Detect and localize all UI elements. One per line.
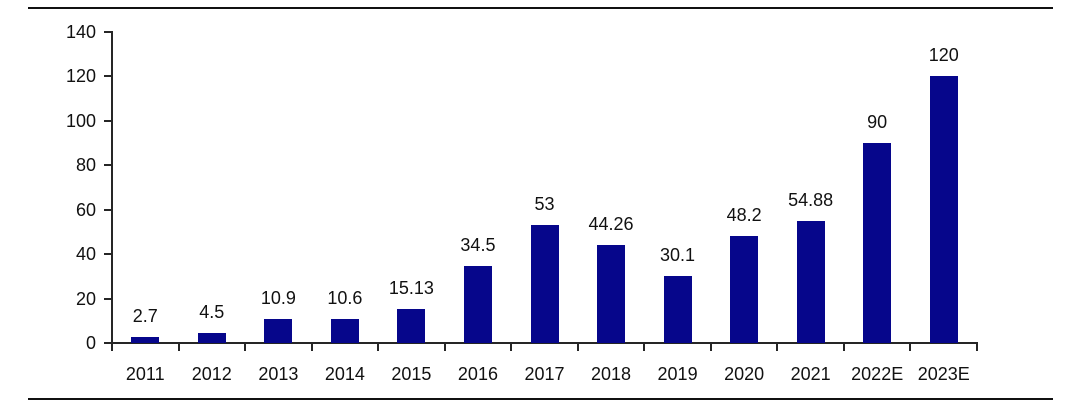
bar-value-label: 10.6: [327, 288, 363, 309]
bottom-divider: [28, 398, 1053, 400]
y-tick-mark: [104, 253, 112, 256]
bar-value-label: 4.5: [199, 302, 225, 322]
bar: [530, 225, 559, 343]
x-axis-category-label: 2013: [258, 364, 299, 384]
x-tick-mark: [976, 344, 978, 351]
x-tick-mark: [310, 344, 313, 351]
x-axis-category-label: 2020: [724, 364, 765, 384]
bar-value-label: 48.2: [726, 204, 762, 225]
bar-value-label: 44.26: [588, 213, 634, 234]
top-divider: [28, 7, 1053, 9]
y-tick-label: 20: [75, 288, 96, 309]
x-axis-category-label: 2019: [657, 364, 698, 384]
x-tick-mark: [443, 344, 446, 351]
y-tick-mark: [104, 342, 112, 344]
y-tick-label: 120: [65, 66, 96, 87]
bar: [197, 333, 226, 343]
y-tick-mark: [104, 31, 112, 33]
y-tick-mark: [104, 119, 112, 122]
x-axis-category-label: 2022E: [851, 364, 904, 384]
x-axis-category-label: 2023E: [917, 364, 970, 384]
x-tick-mark: [244, 344, 247, 351]
x-tick-mark: [111, 344, 113, 351]
x-tick-mark: [510, 344, 513, 351]
x-axis-category-label: 2014: [324, 364, 365, 384]
y-tick-mark: [104, 208, 112, 211]
x-tick-mark: [576, 344, 579, 351]
x-tick-mark: [909, 344, 912, 351]
y-tick-label: 0: [85, 333, 96, 353]
y-axis-line: [111, 31, 113, 344]
bar-value-label: 120: [928, 45, 959, 66]
bar: [863, 143, 892, 343]
y-tick-mark: [104, 297, 112, 300]
y-tick-label: 40: [75, 244, 96, 265]
y-tick-label: 140: [65, 22, 96, 42]
x-axis-category-label: 2015: [391, 364, 432, 384]
bar: [264, 318, 293, 343]
bar: [463, 266, 492, 343]
x-tick-mark: [377, 344, 380, 351]
x-axis-category-label: 2016: [457, 364, 498, 384]
y-tick-label: 80: [75, 155, 96, 176]
bar: [730, 235, 759, 343]
x-tick-mark: [643, 344, 646, 351]
y-tick-label: 60: [75, 199, 96, 220]
bar: [597, 244, 626, 343]
x-axis-category-label: 2012: [191, 364, 232, 384]
bar-value-label: 10.9: [260, 287, 296, 308]
x-axis-category-label: 2017: [524, 364, 565, 384]
x-axis-category-label: 2018: [591, 364, 632, 384]
bar-value-label: 30.1: [660, 245, 696, 266]
x-axis-line: [111, 342, 978, 344]
bar-value-label: 15.13: [388, 278, 434, 299]
bar-value-label: 54.88: [788, 190, 834, 211]
bar-value-label: 53: [534, 194, 555, 215]
x-tick-mark: [709, 344, 712, 351]
y-tick-label: 100: [65, 110, 96, 131]
bar-value-label: 90: [867, 112, 888, 133]
x-tick-mark: [842, 344, 845, 351]
bar-value-label: 2.7: [132, 306, 158, 326]
y-tick-mark: [104, 75, 112, 78]
x-tick-mark: [177, 344, 180, 351]
x-tick-mark: [776, 344, 779, 351]
x-axis-category-label: 2021: [790, 364, 831, 384]
y-tick-mark: [104, 164, 112, 167]
bar: [397, 309, 426, 343]
x-axis-category-label: 2011: [125, 364, 165, 384]
bar: [663, 276, 692, 343]
bar: [929, 76, 958, 343]
bar-value-label: 34.5: [460, 235, 496, 256]
bar: [796, 221, 825, 343]
bar: [330, 319, 359, 343]
bar: [131, 337, 160, 343]
